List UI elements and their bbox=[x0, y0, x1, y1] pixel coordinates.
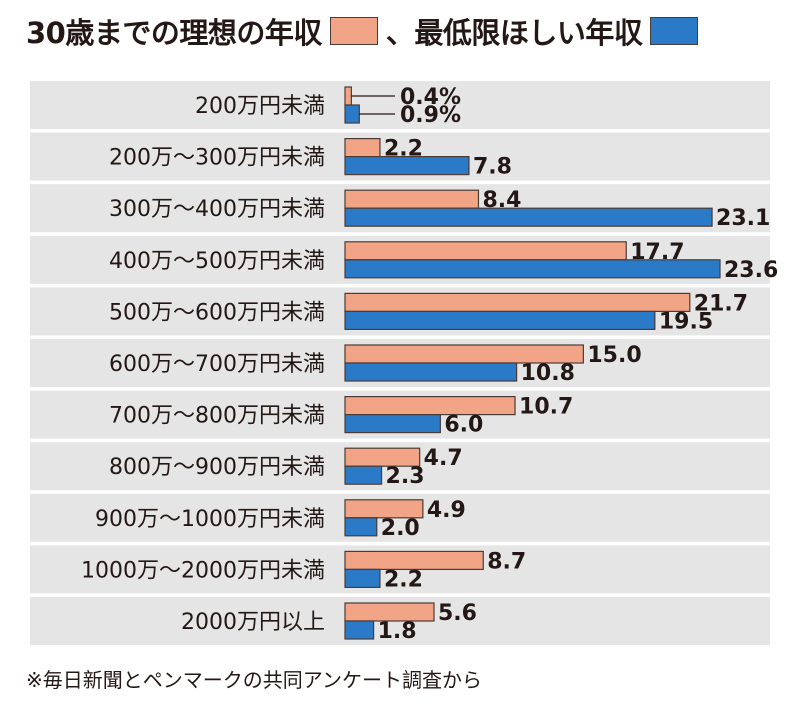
data-label: 10.8 bbox=[521, 361, 575, 386]
data-label: 4.7 bbox=[424, 446, 463, 471]
data-label: 4.9 bbox=[427, 498, 466, 523]
data-label: 7.8 bbox=[473, 155, 512, 180]
legend-label-ideal: 30歳までの理想の年収 bbox=[26, 16, 322, 50]
bar-minimum bbox=[344, 465, 383, 485]
bar-ideal bbox=[344, 499, 424, 519]
bar-ideal bbox=[344, 241, 627, 261]
bar-ideal bbox=[344, 602, 435, 622]
data-label: 21.7 bbox=[694, 291, 748, 316]
category-label: 1000万～2000万円未満 bbox=[81, 558, 325, 583]
bar-ideal bbox=[344, 447, 421, 467]
footnote: ※毎日新聞とペンマークの共同アンケート調査から bbox=[26, 668, 482, 692]
data-label: 19.5 bbox=[659, 309, 713, 334]
category-label: 700万～800万円未満 bbox=[109, 404, 325, 429]
bar-minimum bbox=[344, 362, 518, 382]
category-label: 300万～400万円未満 bbox=[109, 197, 325, 222]
data-label: 0.4% bbox=[400, 85, 461, 110]
data-label: 23.1 bbox=[716, 206, 770, 231]
data-label: 0.9% bbox=[400, 103, 461, 128]
category-label: 500万～600万円未満 bbox=[109, 300, 325, 325]
category-label: 400万～500万円未満 bbox=[109, 249, 325, 274]
legend-label-minimum: 最低限ほしい年収 bbox=[414, 16, 643, 50]
category-label: 900万～1000万円未満 bbox=[95, 507, 325, 532]
bar-minimum bbox=[344, 517, 378, 537]
category-label: 200万円未満 bbox=[195, 94, 325, 119]
data-label: 1.8 bbox=[378, 619, 417, 644]
bar-minimum bbox=[344, 414, 441, 434]
bar-ideal bbox=[344, 86, 352, 106]
legend: 30歳までの理想の年収 、 最低限ほしい年収 bbox=[26, 6, 704, 56]
bar-minimum bbox=[344, 104, 360, 124]
bar-minimum bbox=[344, 310, 656, 330]
bar-ideal bbox=[344, 550, 484, 571]
bar-ideal bbox=[344, 189, 480, 209]
data-label: 2.0 bbox=[381, 516, 420, 541]
bar-minimum bbox=[344, 156, 470, 176]
bar-ideal bbox=[344, 396, 516, 416]
data-label: 8.7 bbox=[487, 549, 526, 574]
bar-minimum bbox=[344, 620, 375, 640]
legend-separator: 、 bbox=[385, 16, 415, 50]
category-label: 2000万円以上 bbox=[181, 610, 325, 635]
bar-minimum bbox=[344, 259, 721, 279]
category-label: 600万～700万円未満 bbox=[109, 352, 325, 377]
bar-minimum bbox=[344, 207, 713, 227]
legend-swatch-minimum bbox=[650, 17, 699, 45]
data-label: 2.2 bbox=[384, 567, 423, 592]
data-label: 15.0 bbox=[587, 343, 641, 368]
legend-swatch-ideal bbox=[329, 17, 378, 45]
bar-ideal bbox=[344, 292, 691, 312]
bar-ideal bbox=[344, 138, 381, 158]
row-background bbox=[30, 81, 770, 129]
category-label: 200万～300万円未満 bbox=[109, 146, 325, 171]
category-label: 800万～900万円未満 bbox=[109, 455, 325, 480]
data-label: 2.3 bbox=[386, 464, 425, 489]
data-label: 6.0 bbox=[444, 413, 483, 438]
data-label: 23.6 bbox=[724, 258, 778, 283]
data-label: 5.6 bbox=[438, 601, 477, 626]
data-label: 10.7 bbox=[519, 395, 573, 420]
bar-minimum bbox=[344, 568, 381, 589]
